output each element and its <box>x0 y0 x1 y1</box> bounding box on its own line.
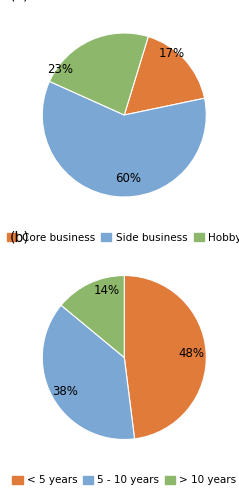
Text: 48%: 48% <box>179 347 205 360</box>
Text: 23%: 23% <box>47 64 73 76</box>
Wedge shape <box>124 276 206 439</box>
Wedge shape <box>61 276 124 357</box>
Legend: Core business, Side business, Hobby: Core business, Side business, Hobby <box>3 229 239 247</box>
Wedge shape <box>49 33 148 115</box>
Text: 17%: 17% <box>159 47 185 60</box>
Text: 14%: 14% <box>93 284 119 297</box>
Text: (b): (b) <box>10 231 29 244</box>
Text: 60%: 60% <box>115 172 141 186</box>
Wedge shape <box>42 305 135 440</box>
Text: (a): (a) <box>10 0 29 2</box>
Wedge shape <box>124 36 205 115</box>
Wedge shape <box>42 82 206 197</box>
Legend: < 5 years, 5 - 10 years, > 10 years: < 5 years, 5 - 10 years, > 10 years <box>8 472 239 490</box>
Text: 38%: 38% <box>52 386 78 398</box>
